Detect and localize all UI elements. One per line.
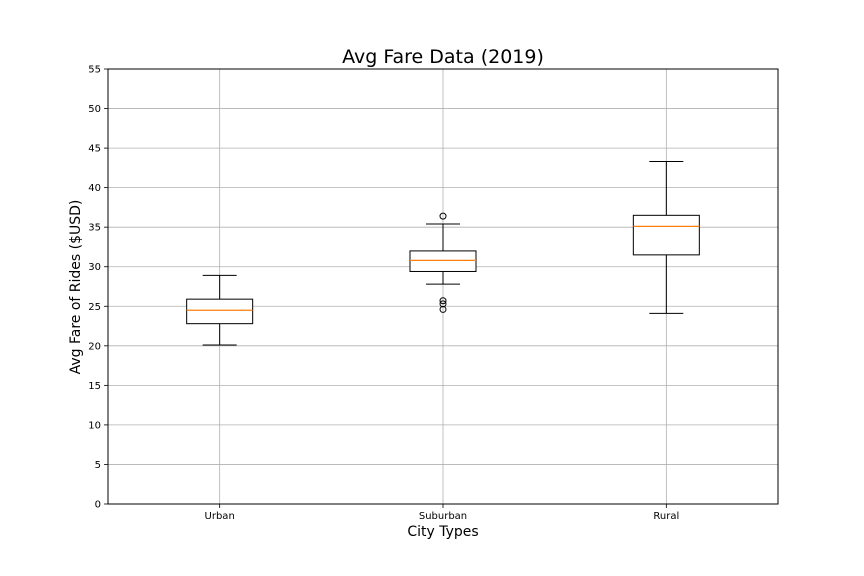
y-tick-label: 40 xyxy=(88,183,101,194)
y-tick-label: 25 xyxy=(88,302,101,313)
outlier-point xyxy=(439,212,447,220)
y-tick-label: 45 xyxy=(88,144,101,155)
outlier-point xyxy=(439,297,447,305)
y-tick-label: 35 xyxy=(88,223,101,234)
grid-lines xyxy=(108,68,778,505)
box-urban xyxy=(186,274,254,346)
plot-frame xyxy=(107,68,779,505)
y-tick-label: 50 xyxy=(88,104,101,115)
chart-title: Avg Fare Data (2019) xyxy=(342,46,544,68)
iqr-box xyxy=(186,298,254,325)
y-tick-label: 15 xyxy=(88,381,101,392)
y-tick-label: 55 xyxy=(88,65,101,76)
outlier-point xyxy=(439,305,447,313)
y-tick-label: 20 xyxy=(88,341,101,352)
iqr-box xyxy=(632,214,700,256)
x-axis-title: City Types xyxy=(407,524,478,540)
x-tick-label: Suburban xyxy=(419,511,467,522)
y-tick-label: 0 xyxy=(95,500,101,511)
y-tick-label: 10 xyxy=(88,420,101,431)
box-rural xyxy=(632,161,700,314)
y-tick-label: 30 xyxy=(88,262,101,273)
box-series xyxy=(186,161,700,346)
x-tick-label: Rural xyxy=(653,511,679,522)
y-axis-title: Avg Fare of Rides ($USD) xyxy=(68,200,84,375)
y-axis-ticks: 0 5 10 15 20 25 30 35 40 45 50 55 xyxy=(88,65,108,511)
box-suburban xyxy=(409,212,477,313)
x-tick-label: Urban xyxy=(205,511,235,522)
x-axis-ticks: Urban Suburban Rural xyxy=(205,504,679,522)
iqr-box xyxy=(409,250,477,272)
y-tick-label: 5 xyxy=(95,460,101,471)
